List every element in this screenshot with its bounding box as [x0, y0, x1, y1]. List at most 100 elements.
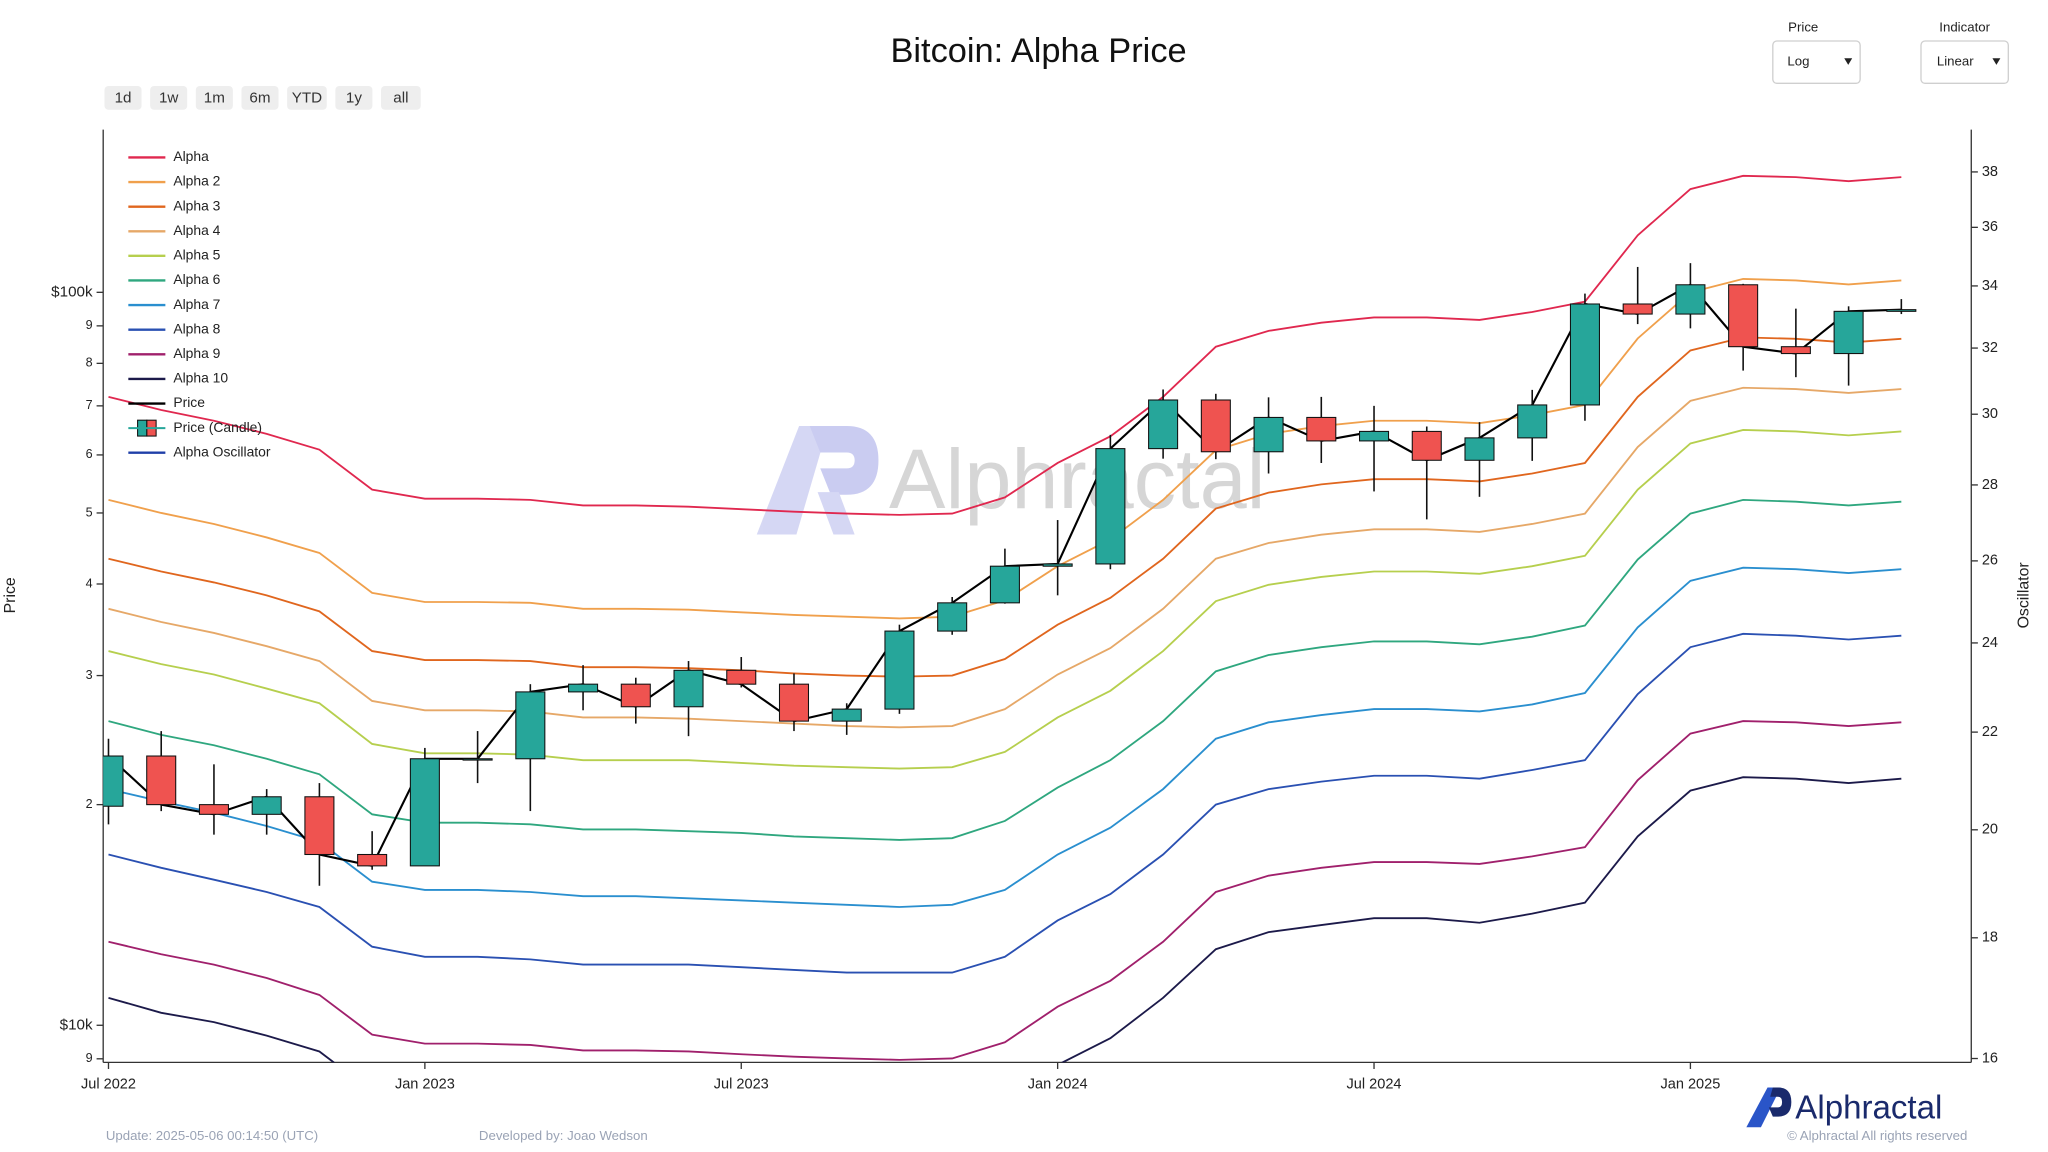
candle-body [884, 630, 915, 710]
y-tick-label: 7 [86, 398, 93, 412]
alpha-line [108, 498, 1902, 841]
legend-label: Alpha 6 [173, 271, 220, 287]
indicator-scale-control[interactable]: Indicator Linear [1920, 19, 2009, 85]
legend-label: Alpha 4 [173, 222, 220, 238]
developer-credit: Developed by: Joao Wedson [479, 1128, 648, 1143]
button-bg [287, 85, 327, 110]
y2-tick-label: 30 [1982, 406, 1998, 422]
range-buttons: 1d 1w 1m 6m YTD 1y all [104, 85, 421, 110]
candle-body [1358, 430, 1390, 442]
legend-label: Alpha Oscillator [173, 443, 271, 459]
y-tick-label: 8 [86, 356, 93, 370]
y2-tick-label: 34 [1982, 278, 1998, 294]
legend-label: Alpha 8 [173, 320, 220, 336]
update-time: Update: 2025-05-06 00:14:50 (UTC) [106, 1128, 318, 1143]
control-label: Indicator [1939, 19, 1990, 34]
dropdown-arrow [1844, 58, 1853, 65]
dropdown[interactable] [1920, 40, 2009, 85]
button-bg [150, 85, 188, 110]
legend-label: Alpha 10 [173, 370, 228, 386]
button-bg [104, 85, 142, 110]
candle-body [1728, 284, 1759, 348]
y-tick-label: $100k [51, 283, 93, 300]
x-tick-label: Jan 2023 [395, 1077, 455, 1093]
chart-title: Bitcoin: Alpha Price [890, 32, 1186, 70]
dropdown-value: Linear [1937, 54, 1974, 69]
alpha-line [108, 632, 1902, 974]
button-label: 1y [346, 90, 362, 107]
y-tick-label: 6 [86, 447, 93, 461]
y2-tick-label: 32 [1982, 340, 1998, 356]
candle-body [251, 796, 282, 815]
candle-body [409, 758, 440, 867]
dropdown-arrow [1992, 58, 2001, 65]
range-button[interactable]: 1m [195, 85, 233, 110]
x-tick-label: Jul 2024 [1347, 1077, 1402, 1093]
legend-label: Alpha 5 [173, 247, 220, 263]
plot-area [103, 174, 1917, 1063]
y-axis-title: Price [2, 577, 19, 613]
alpha-line [108, 386, 1902, 729]
button-label: all [393, 90, 408, 107]
legend-label: Alpha 9 [173, 345, 220, 361]
candle-body [198, 804, 229, 815]
candle-body [620, 683, 651, 708]
candle-body [937, 602, 968, 632]
button-bg [335, 85, 373, 110]
candle-body [1042, 563, 1073, 567]
alpha-line [108, 776, 1902, 1063]
y-tick-label: 4 [86, 576, 93, 590]
range-button[interactable]: 1d [104, 85, 142, 110]
y2-tick-label: 24 [1982, 635, 1998, 651]
button-label: 1m [204, 90, 225, 107]
brand-logo: Alphractal [1746, 1087, 1942, 1128]
candle-body [1886, 309, 1917, 312]
legend-label: Alpha 3 [173, 197, 220, 213]
dropdown[interactable] [1772, 40, 1861, 85]
y2-tick-label: 18 [1982, 930, 1998, 946]
legend-label: Alpha 2 [173, 173, 220, 189]
y2-tick-label: 16 [1982, 1050, 1998, 1066]
button-label: YTD [292, 90, 322, 107]
candle-body [1411, 430, 1442, 461]
candle-body [1095, 448, 1126, 565]
watermark-logo [809, 426, 879, 495]
range-button[interactable]: YTD [287, 85, 327, 110]
candle-body [1464, 437, 1495, 461]
candle-body [726, 669, 757, 685]
candle-body [1200, 399, 1231, 453]
candle-body [568, 683, 599, 693]
y2-tick-label: 28 [1982, 477, 1998, 493]
watermark-logo [756, 426, 829, 535]
candle-body [1517, 404, 1548, 439]
y2-tick-label: 22 [1982, 724, 1998, 740]
legend: Alpha Alpha 2 Alpha 3 Alpha 4 Alpha 5 Alpha 6… [128, 148, 271, 459]
range-button[interactable]: 1w [150, 85, 188, 110]
button-bg [241, 85, 279, 110]
button-bg [195, 85, 233, 110]
dropdown-value: Log [1787, 54, 1809, 69]
watermark: Alphractal [756, 426, 1266, 535]
y2-axis-title: Oscillator [2015, 562, 2032, 629]
candle-body [1833, 310, 1864, 355]
range-button[interactable]: 1y [335, 85, 373, 110]
x-tick-label: Jan 2024 [1028, 1077, 1088, 1093]
candle-body [462, 758, 493, 761]
legend-label: Alpha 7 [173, 296, 220, 312]
y-tick-label: 3 [86, 668, 93, 682]
price-scale-control[interactable]: Price Log [1772, 19, 1861, 85]
y-tick-label: 5 [86, 505, 93, 519]
x-tick-label: Jul 2022 [81, 1077, 136, 1093]
candle-body [673, 669, 704, 708]
button-bg [381, 85, 421, 110]
candle-body [1675, 284, 1706, 315]
range-button[interactable]: 6m [241, 85, 279, 110]
range-button[interactable]: all [381, 85, 421, 110]
candle-body [146, 755, 177, 806]
y-tick-label: $10k [60, 1016, 93, 1033]
candle-body [831, 708, 862, 722]
candle-body [1780, 346, 1811, 355]
y2-tick-label: 26 [1982, 553, 1998, 569]
candle-body [515, 691, 546, 760]
alpha-line [108, 336, 1902, 678]
